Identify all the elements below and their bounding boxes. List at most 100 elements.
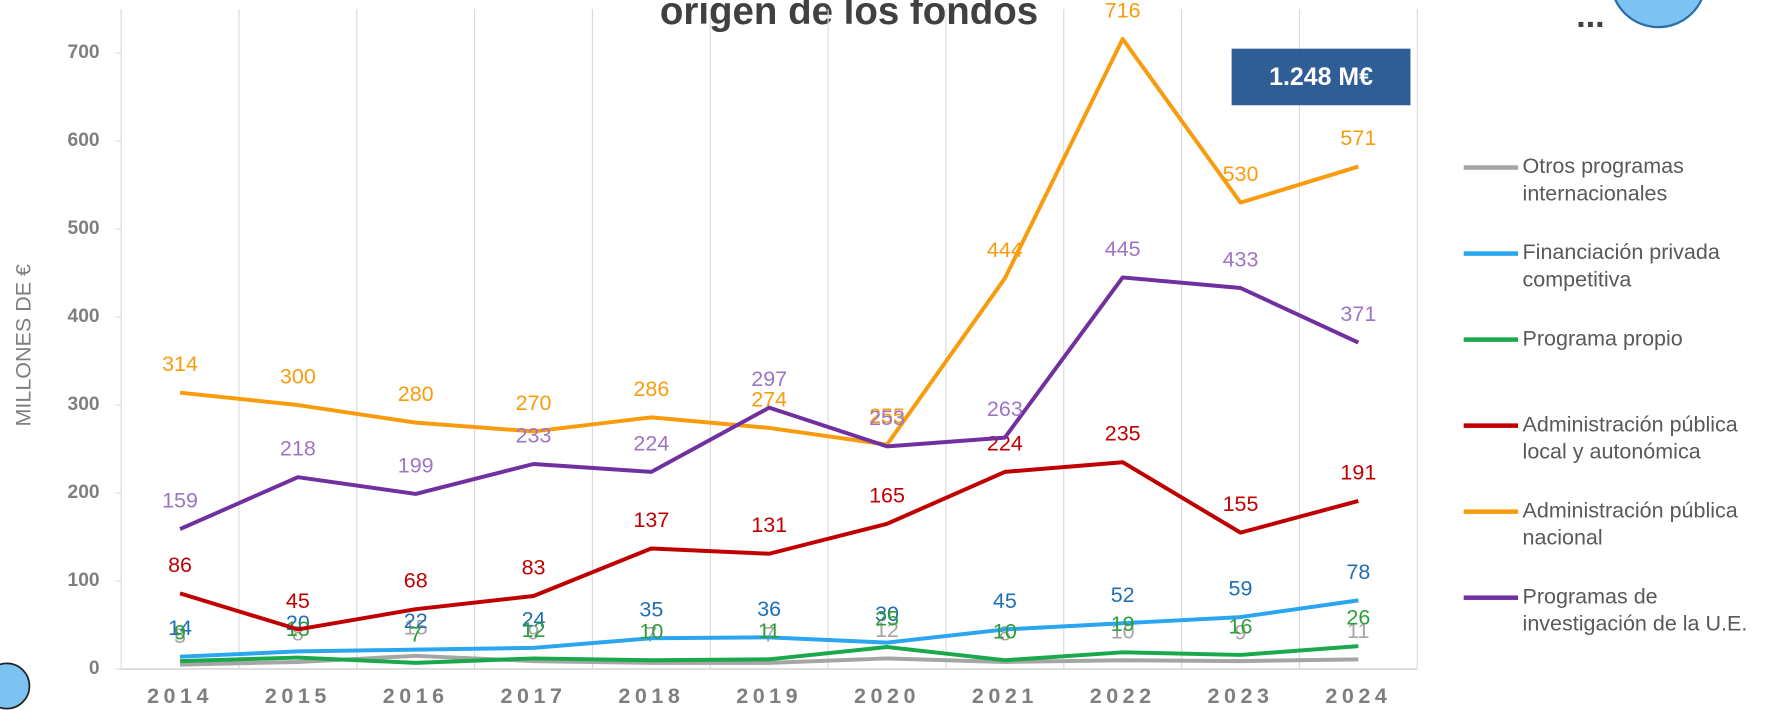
data-label: 26 (1346, 606, 1370, 630)
data-label: 68 (404, 569, 428, 593)
data-label: 191 (1340, 460, 1376, 484)
data-label: 155 (1223, 492, 1259, 516)
data-label: 235 (1105, 422, 1141, 446)
data-label: 263 (987, 397, 1023, 421)
series-line (179, 36, 1359, 447)
x-tick-label: 2022 (1090, 684, 1156, 708)
data-label: 270 (516, 391, 552, 415)
data-label: 25 (875, 607, 899, 631)
data-label: 11 (758, 619, 780, 643)
y-tick-label: 200 (68, 482, 100, 503)
data-label: 297 (751, 367, 787, 391)
series-line (179, 460, 1359, 632)
data-label: 59 (1229, 577, 1253, 601)
y-tick-label: 600 (68, 130, 100, 151)
legend-label: Administración pública local y autonómic… (1522, 413, 1738, 465)
x-tick-label: 2023 (1208, 684, 1274, 708)
x-tick-label: 2015 (265, 684, 331, 708)
data-label: 10 (639, 620, 663, 644)
data-label: 571 (1340, 126, 1376, 150)
legend-label: Financiación privada competitiva (1522, 241, 1720, 293)
series-line (179, 653, 1359, 667)
x-tick-label: 2021 (972, 684, 1038, 708)
y-tick-label: 700 (68, 42, 100, 63)
data-label: 30 (875, 602, 899, 626)
series-line (179, 275, 1360, 531)
data-label: 199 (398, 453, 434, 477)
data-label: 24 (522, 607, 546, 631)
data-label: 255 (869, 404, 905, 428)
data-label: 12 (875, 618, 899, 642)
data-label: 11 (1347, 619, 1369, 643)
data-label: 716 (1105, 0, 1141, 22)
x-tick-label: 2014 (147, 684, 213, 708)
decor-circle (1614, 0, 1703, 29)
data-label: 165 (869, 483, 905, 507)
legend-swatch (1463, 509, 1519, 514)
data-label: 445 (1105, 237, 1141, 261)
x-tick-label: 2020 (854, 684, 920, 708)
data-label: 286 (633, 377, 669, 401)
legend-swatch (1463, 423, 1519, 428)
data-label: 45 (993, 589, 1017, 613)
data-label: 9 (174, 621, 186, 645)
data-label: 9 (528, 621, 540, 645)
data-label: 16 (1229, 614, 1253, 638)
x-tick-label: 2017 (501, 684, 567, 708)
series-line (179, 598, 1359, 659)
data-label: 5 (174, 624, 186, 648)
data-label: 52 (1111, 583, 1135, 607)
legend-swatch (1463, 251, 1519, 256)
data-label: 7 (410, 622, 422, 646)
data-label: 131 (751, 513, 787, 537)
y-axis-label: MILLONES DE € (12, 264, 36, 427)
y-tick-label: 0 (89, 658, 100, 679)
data-label: 10 (1111, 620, 1135, 644)
y-tick-label: 500 (68, 218, 100, 239)
legend-swatch (1463, 595, 1519, 600)
data-label: 280 (398, 382, 434, 406)
data-label: 78 (1346, 560, 1370, 584)
legend-swatch (1463, 337, 1519, 342)
data-label: 19 (1111, 612, 1135, 636)
data-label: 10 (993, 620, 1017, 644)
data-label: 218 (280, 437, 316, 461)
y-tick-label: 300 (68, 394, 100, 415)
data-label: 15 (404, 615, 428, 639)
legend-swatch (1463, 165, 1519, 170)
data-label: 36 (757, 597, 781, 621)
legend-label: Programa propio (1522, 327, 1683, 351)
data-label: 14 (168, 616, 192, 640)
data-label: 12 (522, 618, 546, 642)
x-tick-label: 2016 (383, 684, 449, 708)
data-label: 253 (869, 406, 905, 430)
x-tick-label: 2018 (618, 684, 684, 708)
data-label: 433 (1223, 248, 1259, 272)
legend-label: Administración pública nacional (1522, 499, 1738, 551)
y-tick-label: 100 (68, 570, 100, 591)
annotation: 1.248 M€ (1231, 48, 1411, 106)
legend-label: Otros programas internacionales (1522, 155, 1684, 207)
decor-circle (0, 662, 31, 710)
data-label: 7 (645, 622, 657, 646)
data-label: 7 (763, 622, 775, 646)
series-line (179, 644, 1359, 665)
data-label: 314 (162, 352, 198, 376)
y-tick-label: 400 (68, 306, 100, 327)
x-tick-label: 2024 (1325, 684, 1391, 708)
data-label: 137 (633, 508, 669, 532)
data-label: 300 (280, 365, 316, 389)
data-label: 86 (168, 553, 192, 577)
data-label: 45 (286, 589, 310, 613)
data-label: 444 (987, 238, 1023, 262)
menu-dots: ... (1576, 0, 1604, 35)
x-tick-label: 2019 (736, 684, 802, 708)
data-label: 233 (516, 423, 552, 447)
legend-label: Programas de investigación de la U.E. (1522, 585, 1748, 637)
data-label: 224 (633, 431, 669, 455)
data-label: 9 (1235, 621, 1247, 645)
plot (120, 9, 1418, 670)
